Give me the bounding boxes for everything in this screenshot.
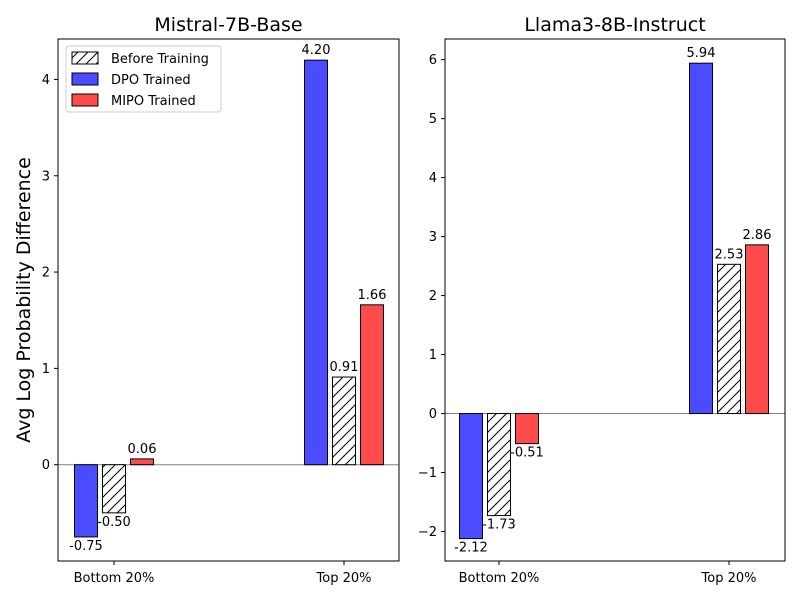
y-tick-label: 5: [429, 112, 437, 127]
y-tick-label: 4: [429, 171, 437, 186]
data-label: 0.91: [330, 360, 359, 375]
bar-dpo-trained: [689, 62, 713, 415]
bar-mipo-trained: [745, 244, 769, 415]
panel-title: Llama3-8B-Instruct: [524, 14, 705, 36]
y-tick-label: 2: [42, 266, 50, 281]
legend: Before Training DPO Trained MIPO Trained: [65, 45, 222, 113]
x-tick-label: Top 20%: [316, 571, 372, 586]
y-tick-label: −1: [418, 466, 437, 481]
panel-llama: Llama3-8B-Instruct −2 −1 0 1 2 3 4 5 6 -2.12 5.94 -1…: [418, 14, 786, 586]
data-label: -0.50: [97, 515, 131, 530]
data-label: -0.51: [510, 446, 544, 461]
bar-dpo-trained: [74, 464, 98, 538]
x-tick-label: Bottom 20%: [459, 571, 540, 586]
data-label: 2.53: [715, 247, 744, 262]
data-label: 1.66: [358, 288, 387, 303]
legend-label: DPO Trained: [111, 73, 191, 88]
x-tick-label: Top 20%: [701, 571, 757, 586]
y-tick-label: 0: [42, 458, 50, 473]
panel-title: Mistral-7B-Base: [154, 14, 302, 36]
y-axis-label: Avg Log Probability Difference: [13, 157, 35, 443]
bar-mipo-trained: [360, 304, 384, 466]
legend-swatch: [71, 51, 99, 65]
data-label: 4.20: [302, 43, 331, 58]
legend-label: MIPO Trained: [111, 94, 196, 109]
legend-swatch: [71, 72, 99, 86]
data-label: 5.94: [687, 46, 716, 61]
data-label: -0.75: [69, 539, 103, 554]
y-tick-label: −2: [418, 525, 437, 540]
axes-frame: [57, 38, 400, 562]
data-label: -1.73: [482, 518, 516, 533]
panel-mistral: Mistral-7B-Base 0 1 2 3 4 -0.75 4.20 -0.50 0.91 0.…: [42, 14, 400, 586]
bar-before-training: [487, 413, 511, 517]
y-tick-label: 3: [429, 230, 437, 245]
y-tick-label: 2: [429, 289, 437, 304]
legend-label: Before Training: [111, 52, 209, 67]
y-tick-label: 0: [429, 407, 437, 422]
y-tick-label: 1: [42, 362, 50, 377]
bar-mipo-trained: [515, 413, 539, 445]
data-label: 0.06: [128, 442, 157, 457]
bar-before-training: [102, 464, 126, 514]
y-tick-label: 1: [429, 348, 437, 363]
y-tick-label: 3: [42, 169, 50, 184]
bar-before-training: [717, 263, 741, 415]
bar-mipo-trained: [130, 458, 154, 466]
legend-swatch: [71, 93, 99, 107]
legend-box: [65, 45, 222, 113]
y-tick-label: 4: [42, 73, 50, 88]
data-label: 2.86: [743, 228, 772, 243]
bar-before-training: [332, 376, 356, 466]
data-label: -2.12: [454, 541, 488, 556]
x-tick-label: Bottom 20%: [74, 571, 155, 586]
y-tick-label: 6: [429, 53, 437, 68]
bar-dpo-trained: [459, 413, 483, 540]
axes-frame: [444, 38, 786, 562]
bar-dpo-trained: [304, 59, 328, 466]
